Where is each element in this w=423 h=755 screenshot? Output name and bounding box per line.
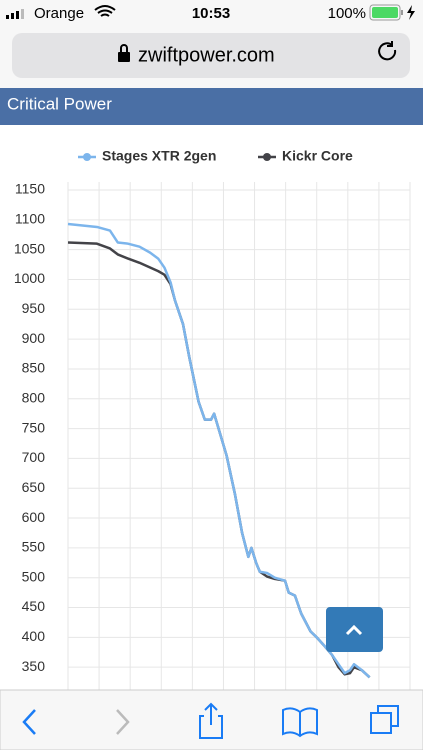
share-button[interactable] bbox=[199, 702, 223, 739]
back-button[interactable] bbox=[22, 709, 36, 735]
y-tick-label: 1150 bbox=[15, 181, 45, 197]
scroll-top-button[interactable] bbox=[326, 607, 383, 652]
y-tick-label: 1100 bbox=[15, 211, 45, 227]
y-tick-label: 500 bbox=[22, 568, 46, 584]
y-tick-label: 300 bbox=[22, 688, 46, 704]
section-title: Critical Power bbox=[7, 94, 112, 113]
battery-level: 100% bbox=[328, 5, 366, 22]
carrier: Orange bbox=[34, 5, 84, 22]
bookmarks-button[interactable] bbox=[282, 707, 318, 738]
y-tick-label: 850 bbox=[22, 360, 46, 376]
y-tick-label: 550 bbox=[22, 539, 46, 555]
wifi-icon bbox=[94, 5, 116, 17]
y-tick-label: 700 bbox=[22, 449, 46, 465]
legend-label: Kickr Core bbox=[282, 148, 353, 164]
url[interactable]: zwiftpower.com bbox=[138, 44, 275, 66]
y-tick-label: 1050 bbox=[14, 240, 45, 256]
battery-icon bbox=[369, 4, 415, 21]
y-tick-label: 350 bbox=[22, 658, 46, 674]
lock-icon bbox=[118, 44, 130, 62]
section-header bbox=[0, 88, 423, 125]
chart-area bbox=[0, 125, 423, 690]
y-tick-label: 400 bbox=[22, 628, 46, 644]
y-tick-label: 950 bbox=[22, 300, 46, 316]
y-tick-label: 800 bbox=[22, 389, 46, 405]
y-tick-label: 650 bbox=[22, 479, 46, 495]
y-tick-label: 900 bbox=[22, 330, 46, 346]
signal bbox=[6, 9, 24, 19]
time: 10:53 bbox=[192, 5, 230, 22]
tabs-button[interactable] bbox=[370, 705, 399, 734]
legend-marker bbox=[83, 153, 91, 161]
y-tick-label: 600 bbox=[22, 509, 46, 525]
y-tick-label: 1000 bbox=[14, 270, 45, 286]
legend-label: Stages XTR 2gen bbox=[102, 148, 216, 164]
y-tick-label: 750 bbox=[22, 419, 46, 435]
reload-button[interactable] bbox=[378, 41, 397, 61]
address-field[interactable] bbox=[12, 33, 410, 78]
forward-button[interactable] bbox=[116, 709, 130, 735]
y-tick-label: 450 bbox=[22, 598, 46, 614]
legend-marker bbox=[263, 153, 271, 161]
